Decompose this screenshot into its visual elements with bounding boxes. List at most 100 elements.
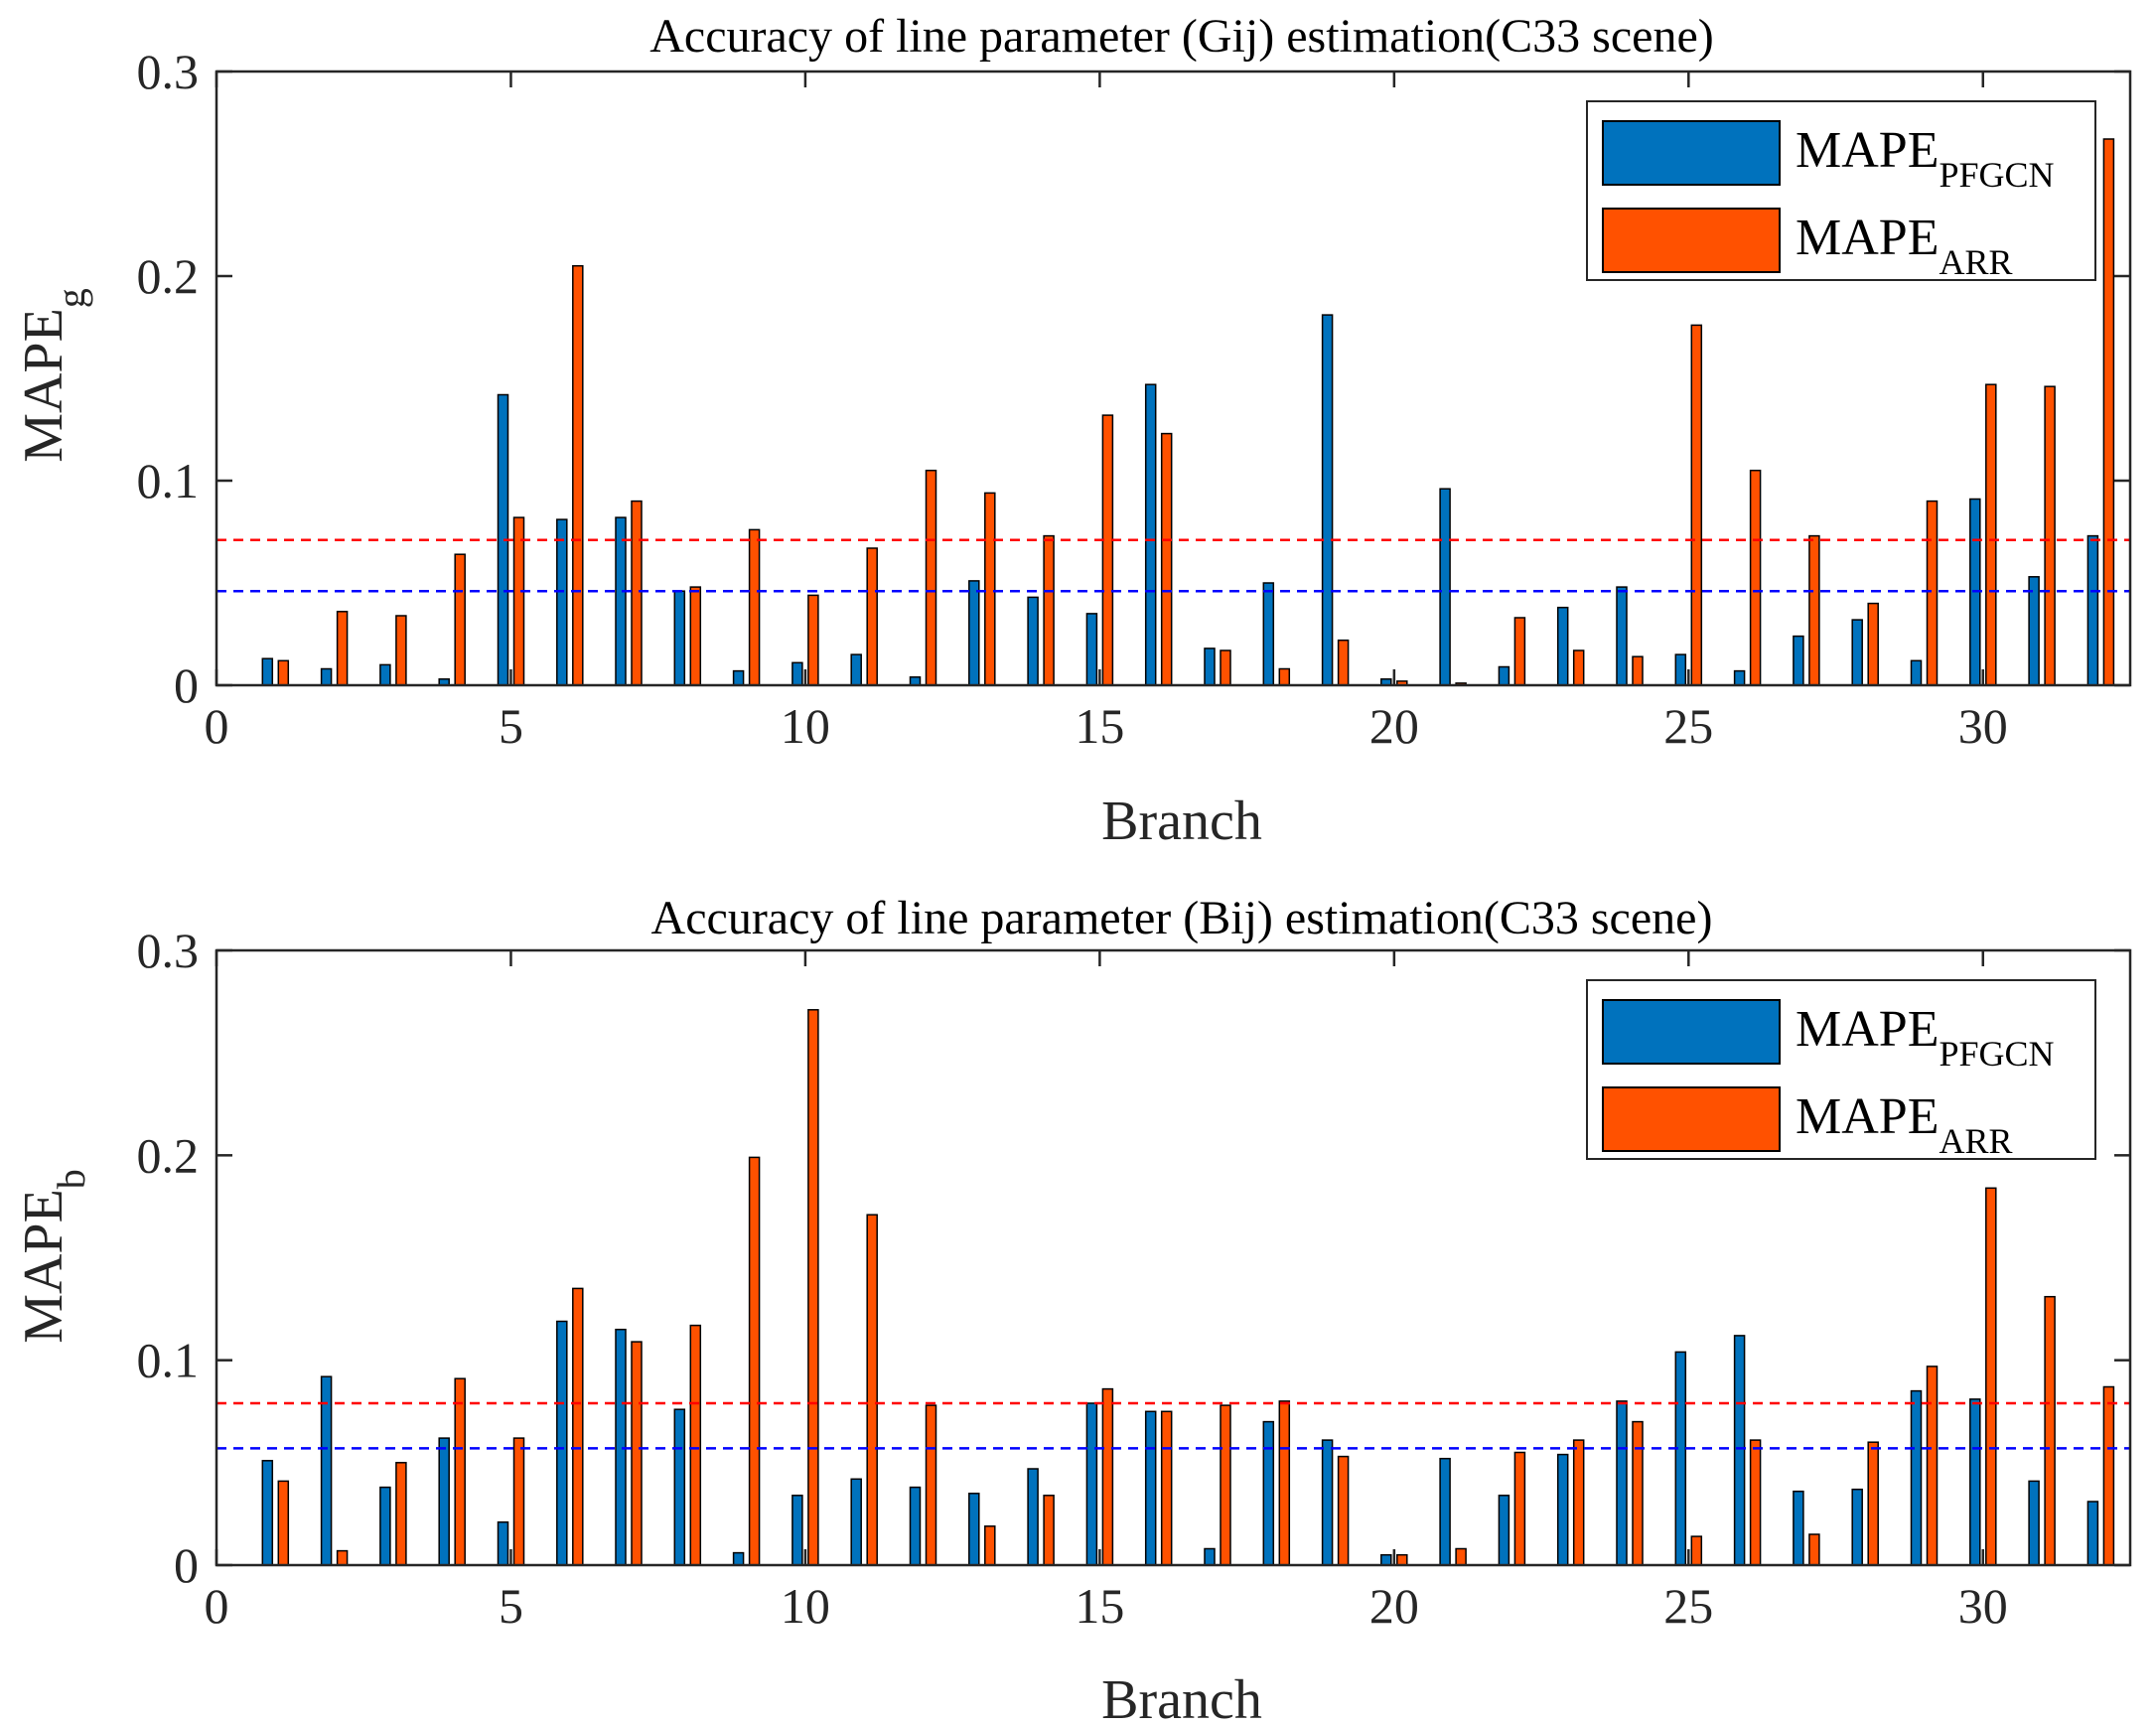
bar-pfgcn-branch-32 — [2086, 1501, 2099, 1566]
bar-arr-branch-18 — [1278, 1400, 1291, 1566]
bar-pfgcn-branch-10 — [791, 661, 803, 686]
bar-pfgcn-branch-9 — [732, 1551, 745, 1566]
x-tick-label: 15 — [1075, 698, 1124, 754]
x-tick-label: 20 — [1369, 1578, 1419, 1634]
legend-swatch-pfgcn — [1602, 120, 1781, 186]
y-axis-label-sub: b — [49, 1169, 93, 1189]
x-tick-label: 30 — [1958, 698, 2008, 754]
bar-pfgcn-branch-11 — [850, 653, 862, 686]
bar-arr-branch-25 — [1690, 324, 1703, 686]
bar-arr-branch-26 — [1749, 469, 1762, 686]
x-tick-label: 0 — [205, 1578, 229, 1634]
bar-arr-branch-24 — [1632, 655, 1644, 686]
y-tick-label: 0.3 — [137, 44, 200, 99]
bar-arr-branch-7 — [631, 500, 643, 686]
bar-pfgcn-branch-6 — [556, 518, 568, 686]
bar-pfgcn-branch-11 — [850, 1478, 862, 1566]
legend-swatch-arr — [1602, 1086, 1781, 1152]
bar-pfgcn-branch-19 — [1321, 314, 1334, 686]
bar-pfgcn-branch-12 — [909, 1486, 922, 1566]
bar-pfgcn-branch-17 — [1204, 648, 1216, 686]
bar-pfgcn-branch-23 — [1556, 1453, 1569, 1566]
bar-arr-branch-3 — [395, 615, 407, 686]
bar-pfgcn-branch-15 — [1085, 1402, 1098, 1566]
y-tick-label: 0.1 — [137, 453, 200, 508]
y-tick-label: 0.3 — [137, 923, 200, 978]
bar-arr-branch-6 — [572, 264, 584, 686]
bar-arr-branch-24 — [1632, 1420, 1644, 1566]
bar-pfgcn-branch-14 — [1027, 596, 1039, 686]
legend-swatch-pfgcn — [1602, 999, 1781, 1065]
bar-arr-branch-22 — [1513, 1451, 1526, 1566]
bar-pfgcn-branch-22 — [1498, 665, 1510, 686]
bar-pfgcn-branch-26 — [1733, 1335, 1746, 1566]
bar-arr-branch-16 — [1160, 1410, 1173, 1566]
bar-arr-branch-10 — [807, 594, 819, 686]
bar-pfgcn-branch-21 — [1439, 488, 1451, 686]
bar-pfgcn-branch-17 — [1204, 1547, 1216, 1566]
ticks-layer: 0 5 10 15 20 25 30 0 0.1 0.2 0.3 — [137, 44, 2130, 754]
bar-arr-branch-27 — [1808, 1533, 1820, 1566]
y-tick-label: 0 — [174, 1537, 199, 1593]
bar-arr-branch-28 — [1867, 602, 1879, 686]
bar-arr-branch-29 — [1926, 500, 1939, 686]
axes-box — [215, 948, 2132, 1567]
bar-pfgcn-branch-25 — [1674, 653, 1687, 686]
bar-pfgcn-branch-8 — [673, 1408, 686, 1566]
bar-arr-branch-8 — [689, 586, 702, 686]
x-tick-label: 30 — [1958, 1578, 2008, 1634]
bar-arr-branch-29 — [1926, 1366, 1939, 1566]
bar-arr-branch-4 — [454, 553, 466, 686]
bar-arr-branch-11 — [866, 547, 878, 686]
bar-arr-branch-19 — [1337, 1455, 1350, 1566]
bar-arr-branch-16 — [1160, 432, 1173, 686]
y-axis-label-sub: g — [49, 288, 93, 308]
bar-pfgcn-branch-30 — [1969, 1398, 1981, 1566]
bar-arr-branch-15 — [1101, 1387, 1114, 1566]
bar-arr-branch-12 — [925, 469, 937, 686]
bar-arr-branch-11 — [866, 1214, 878, 1566]
legend: MAPEPFGCN MAPEARR — [1586, 979, 2096, 1161]
bar-pfgcn-branch-31 — [2028, 1480, 2040, 1566]
bar-pfgcn-branch-3 — [379, 1486, 391, 1566]
bar-arr-branch-31 — [2044, 1295, 2056, 1566]
bar-pfgcn-branch-24 — [1616, 586, 1628, 686]
bar-pfgcn-branch-5 — [497, 1520, 509, 1566]
bar-arr-branch-18 — [1278, 667, 1291, 686]
bar-arr-branch-14 — [1043, 534, 1055, 686]
legend-swatch-arr — [1602, 208, 1781, 273]
bar-pfgcn-branch-18 — [1262, 1420, 1275, 1566]
mean-lines-layer — [216, 538, 2130, 593]
bar-pfgcn-branch-19 — [1321, 1439, 1334, 1566]
bar-arr-branch-19 — [1337, 639, 1350, 686]
bar-pfgcn-branch-27 — [1793, 1490, 1804, 1566]
bar-arr-branch-9 — [748, 528, 761, 686]
legend-label-arr: MAPEARR — [1796, 210, 2013, 282]
bar-arr-branch-15 — [1101, 414, 1114, 686]
legend-label-pfgcn: MAPEPFGCN — [1796, 1001, 2055, 1074]
legend-label-arr: MAPEARR — [1796, 1088, 2013, 1161]
x-tick-label: 10 — [781, 1578, 830, 1634]
chart-title: Accuracy of line parameter (Bij) estimat… — [651, 892, 1713, 944]
bar-arr-branch-31 — [2044, 385, 2056, 686]
bar-pfgcn-branch-20 — [1380, 1553, 1392, 1566]
chart-title: Accuracy of line parameter (Gij) estimat… — [649, 10, 1714, 63]
x-tick-label: 5 — [499, 698, 523, 754]
bar-arr-branch-26 — [1749, 1439, 1762, 1566]
chart-panel-bij: Accuracy of line parameter (Bij) estimat… — [13, 892, 2132, 1727]
x-tick-label: 0 — [205, 698, 229, 754]
bar-pfgcn-branch-8 — [673, 590, 686, 686]
bar-pfgcn-branch-29 — [1910, 659, 1923, 686]
bar-pfgcn-branch-18 — [1262, 582, 1275, 686]
bar-pfgcn-branch-25 — [1674, 1351, 1687, 1566]
bar-arr-branch-2 — [336, 1549, 349, 1566]
bar-arr-branch-30 — [1985, 383, 1997, 686]
bar-arr-branch-25 — [1690, 1535, 1703, 1566]
x-axis-label: Branch — [1101, 791, 1262, 852]
bar-pfgcn-branch-4 — [438, 1437, 450, 1566]
legend: MAPEPFGCN MAPEARR — [1586, 100, 2096, 282]
bar-pfgcn-branch-2 — [320, 1375, 333, 1566]
bar-arr-branch-17 — [1220, 649, 1231, 686]
y-axis-label-main: MAPE — [13, 308, 74, 463]
